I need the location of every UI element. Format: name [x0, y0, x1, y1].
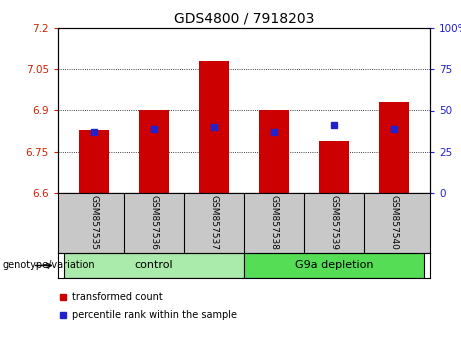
Text: GSM857537: GSM857537 — [209, 195, 219, 250]
Text: genotype/variation: genotype/variation — [2, 261, 95, 270]
Text: percentile rank within the sample: percentile rank within the sample — [72, 310, 237, 320]
Text: control: control — [135, 261, 173, 270]
Text: GSM857539: GSM857539 — [330, 195, 338, 250]
Bar — [259, 110, 289, 193]
Text: G9a depletion: G9a depletion — [295, 261, 373, 270]
Text: GSM857535: GSM857535 — [89, 195, 99, 250]
Bar — [379, 102, 409, 193]
Bar — [64, 253, 244, 278]
Bar — [199, 61, 229, 193]
Text: GSM857536: GSM857536 — [149, 195, 159, 250]
Text: GSM857538: GSM857538 — [270, 195, 278, 250]
Bar — [319, 141, 349, 193]
Title: GDS4800 / 7918203: GDS4800 / 7918203 — [174, 11, 314, 25]
Bar — [139, 110, 169, 193]
Text: transformed count: transformed count — [72, 292, 163, 302]
Text: GSM857540: GSM857540 — [390, 195, 398, 250]
Bar — [244, 253, 424, 278]
Bar — [79, 130, 109, 193]
